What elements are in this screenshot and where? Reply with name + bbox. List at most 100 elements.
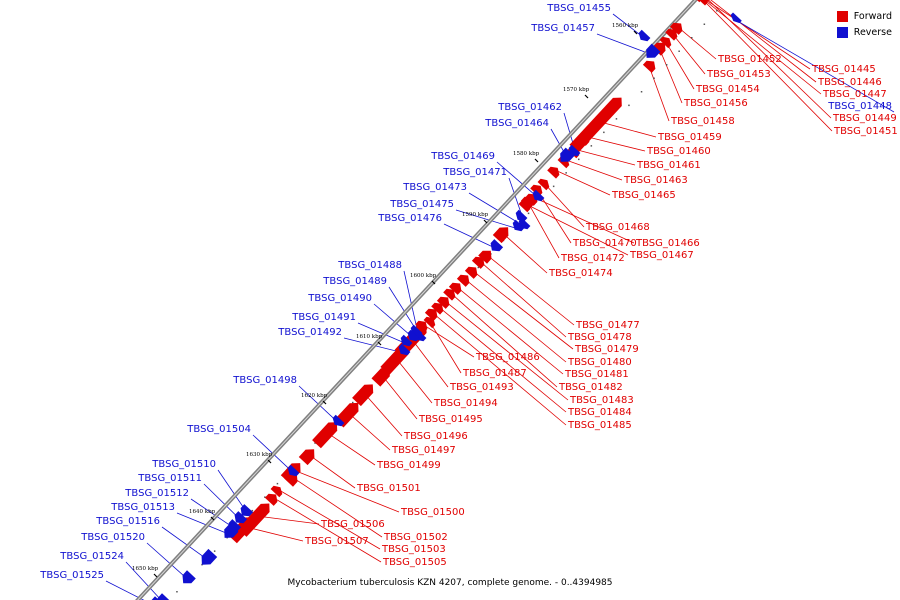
reverse-gene-arrow[interactable] — [560, 147, 575, 162]
forward-gene-label[interactable]: TBSG_01482 — [558, 382, 623, 393]
reverse-gene-arrow[interactable] — [407, 329, 420, 342]
reverse-gene-arrow[interactable] — [201, 548, 218, 565]
forward-gene-label[interactable]: TBSG_01468 — [585, 222, 650, 233]
forward-gene-label[interactable]: TBSG_01449 — [832, 113, 897, 124]
forward-gene-arrow[interactable] — [298, 449, 315, 466]
forward-gene-label[interactable]: TBSG_01503 — [381, 544, 446, 555]
reverse-gene-label[interactable]: TBSG_01491 — [291, 312, 356, 323]
forward-gene-label[interactable]: TBSG_01500 — [400, 507, 465, 518]
reverse-gene-label[interactable]: TBSG_01464 — [484, 118, 549, 129]
reverse-gene-arrow[interactable] — [332, 414, 345, 427]
reverse-gene-label[interactable]: TBSG_01469 — [430, 151, 495, 162]
forward-gene-arrow[interactable] — [520, 196, 534, 209]
forward-gene-label[interactable]: TBSG_01485 — [567, 420, 632, 431]
reverse-gene-label[interactable]: TBSG_01511 — [137, 473, 202, 484]
reverse-gene-arrow[interactable] — [157, 593, 171, 600]
forward-gene-arrow[interactable] — [371, 367, 390, 387]
forward-gene-arrow[interactable] — [478, 250, 492, 264]
forward-gene-arrow[interactable] — [352, 384, 374, 407]
reverse-gene-arrow[interactable] — [490, 239, 504, 252]
forward-gene-label[interactable]: TBSG_01494 — [433, 398, 498, 409]
forward-gene-arrow[interactable] — [492, 227, 509, 244]
reverse-gene-arrow[interactable] — [730, 12, 742, 24]
forward-gene-label[interactable]: TBSG_01506 — [320, 519, 385, 530]
forward-gene-label[interactable]: TBSG_01497 — [391, 445, 456, 456]
forward-gene-arrow[interactable] — [471, 256, 485, 269]
reverse-gene-label[interactable]: TBSG_01512 — [124, 488, 189, 499]
forward-gene-arrow[interactable] — [669, 22, 683, 35]
forward-gene-arrow[interactable] — [436, 296, 450, 309]
reverse-gene-arrow[interactable] — [234, 511, 248, 524]
reverse-gene-label[interactable]: TBSG_01448 — [827, 101, 892, 112]
forward-gene-label[interactable]: TBSG_01461 — [636, 160, 701, 171]
forward-gene-label[interactable]: TBSG_01487 — [462, 368, 527, 379]
forward-gene-label[interactable]: TBSG_01463 — [623, 175, 688, 186]
reverse-gene-label[interactable]: TBSG_01520 — [80, 532, 145, 543]
forward-gene-arrow[interactable] — [537, 178, 550, 191]
forward-gene-label[interactable]: TBSG_01465 — [611, 190, 676, 201]
reverse-gene-arrow[interactable] — [398, 343, 411, 356]
reverse-gene-label[interactable]: TBSG_01462 — [497, 102, 562, 113]
forward-gene-label[interactable]: TBSG_01446 — [817, 77, 882, 88]
reverse-gene-label[interactable]: TBSG_01457 — [530, 23, 595, 34]
forward-gene-label[interactable]: TBSG_01495 — [418, 414, 483, 425]
reverse-gene-arrow[interactable] — [646, 43, 661, 58]
reverse-gene-arrow[interactable] — [240, 504, 254, 517]
forward-gene-arrow[interactable] — [642, 60, 656, 73]
reverse-gene-label[interactable]: TBSG_01525 — [39, 570, 104, 581]
forward-gene-label[interactable]: TBSG_01484 — [567, 407, 632, 418]
reverse-gene-label[interactable]: TBSG_01516 — [95, 516, 160, 527]
reverse-gene-label[interactable]: TBSG_01471 — [442, 167, 507, 178]
reverse-gene-label[interactable]: TBSG_01490 — [307, 293, 372, 304]
reverse-gene-label[interactable]: TBSG_01475 — [389, 199, 454, 210]
forward-gene-arrow[interactable] — [696, 0, 708, 6]
forward-gene-label[interactable]: TBSG_01454 — [695, 84, 760, 95]
forward-gene-label[interactable]: TBSG_01445 — [811, 64, 876, 75]
reverse-gene-label[interactable]: TBSG_01498 — [232, 375, 297, 386]
forward-gene-arrow[interactable] — [659, 36, 672, 49]
forward-gene-arrow[interactable] — [228, 517, 254, 544]
forward-gene-label[interactable]: TBSG_01478 — [567, 332, 632, 343]
reverse-gene-arrow[interactable] — [287, 464, 300, 477]
forward-gene-label[interactable]: TBSG_01460 — [646, 146, 711, 157]
forward-gene-arrow[interactable] — [424, 308, 438, 321]
forward-gene-arrow[interactable] — [652, 42, 666, 56]
forward-gene-arrow[interactable] — [312, 422, 338, 449]
reverse-gene-arrow[interactable] — [151, 596, 164, 600]
reverse-gene-label[interactable]: TBSG_01476 — [377, 213, 442, 224]
forward-gene-label[interactable]: TBSG_01453 — [706, 69, 771, 80]
forward-gene-arrow[interactable] — [456, 274, 470, 287]
forward-gene-label[interactable]: TBSG_01470 — [572, 238, 637, 249]
reverse-gene-label[interactable]: TBSG_01513 — [110, 502, 175, 513]
forward-gene-arrow[interactable] — [464, 266, 478, 279]
forward-gene-label[interactable]: TBSG_01505 — [382, 557, 447, 568]
forward-gene-arrow[interactable] — [284, 473, 298, 487]
reverse-gene-label[interactable]: TBSG_01488 — [337, 260, 402, 271]
forward-gene-label[interactable]: TBSG_01481 — [564, 369, 629, 380]
forward-gene-label[interactable]: TBSG_01499 — [376, 460, 441, 471]
reverse-gene-arrow[interactable] — [638, 29, 651, 42]
forward-gene-arrow[interactable] — [665, 28, 678, 41]
forward-gene-label[interactable]: TBSG_01467 — [629, 250, 694, 261]
reverse-gene-label[interactable]: TBSG_01504 — [186, 424, 251, 435]
forward-gene-label[interactable]: TBSG_01501 — [356, 483, 421, 494]
forward-gene-label[interactable]: TBSG_01493 — [449, 382, 514, 393]
forward-gene-arrow[interactable] — [423, 316, 436, 329]
reverse-gene-arrow[interactable] — [224, 523, 239, 538]
forward-gene-label[interactable]: TBSG_01480 — [567, 357, 632, 368]
forward-gene-label[interactable]: TBSG_01477 — [575, 320, 640, 331]
forward-gene-label[interactable]: TBSG_01496 — [403, 431, 468, 442]
forward-gene-label[interactable]: TBSG_01474 — [548, 268, 613, 279]
reverse-gene-arrow[interactable] — [400, 334, 413, 347]
forward-gene-label[interactable]: TBSG_01451 — [833, 126, 898, 137]
reverse-gene-arrow[interactable] — [532, 189, 545, 202]
forward-gene-label[interactable]: TBSG_01502 — [383, 532, 448, 543]
reverse-gene-label[interactable]: TBSG_01492 — [277, 327, 342, 338]
reverse-gene-arrow[interactable] — [182, 570, 196, 584]
forward-gene-label[interactable]: TBSG_01447 — [822, 89, 887, 100]
reverse-gene-label[interactable]: TBSG_01489 — [322, 276, 387, 287]
forward-gene-arrow[interactable] — [264, 493, 278, 506]
forward-gene-label[interactable]: TBSG_01458 — [670, 116, 735, 127]
forward-gene-arrow[interactable] — [547, 166, 560, 179]
forward-gene-label[interactable]: TBSG_01483 — [569, 395, 634, 406]
